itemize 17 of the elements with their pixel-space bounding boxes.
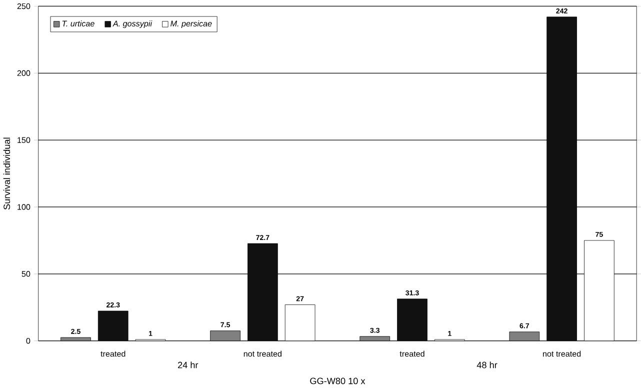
y-tick-label: 150 bbox=[18, 137, 30, 144]
legend-label: T. urticae bbox=[62, 20, 94, 27]
y-axis-title: Survival individual bbox=[3, 138, 10, 210]
x-tick-label: treated bbox=[100, 350, 126, 357]
x-tick-label: treated bbox=[400, 350, 424, 357]
x-axis-title: GG-W80 10 x bbox=[310, 378, 366, 384]
text: 24 hr bbox=[178, 362, 198, 368]
text: 48 hr bbox=[476, 362, 498, 368]
y-tick-label: 100 bbox=[18, 204, 30, 210]
legend-label: M. persicae bbox=[170, 20, 212, 28]
y-tick-label: 0 bbox=[26, 338, 30, 344]
y-tick-label: 50 bbox=[22, 271, 30, 277]
x-tick-label: not treated bbox=[244, 350, 282, 357]
y-tick-label: 200 bbox=[17, 70, 30, 76]
x-tick-label: not treated bbox=[543, 350, 581, 357]
y-tick-label: 250 bbox=[17, 4, 30, 10]
legend-label: A. gossypii bbox=[112, 20, 152, 28]
